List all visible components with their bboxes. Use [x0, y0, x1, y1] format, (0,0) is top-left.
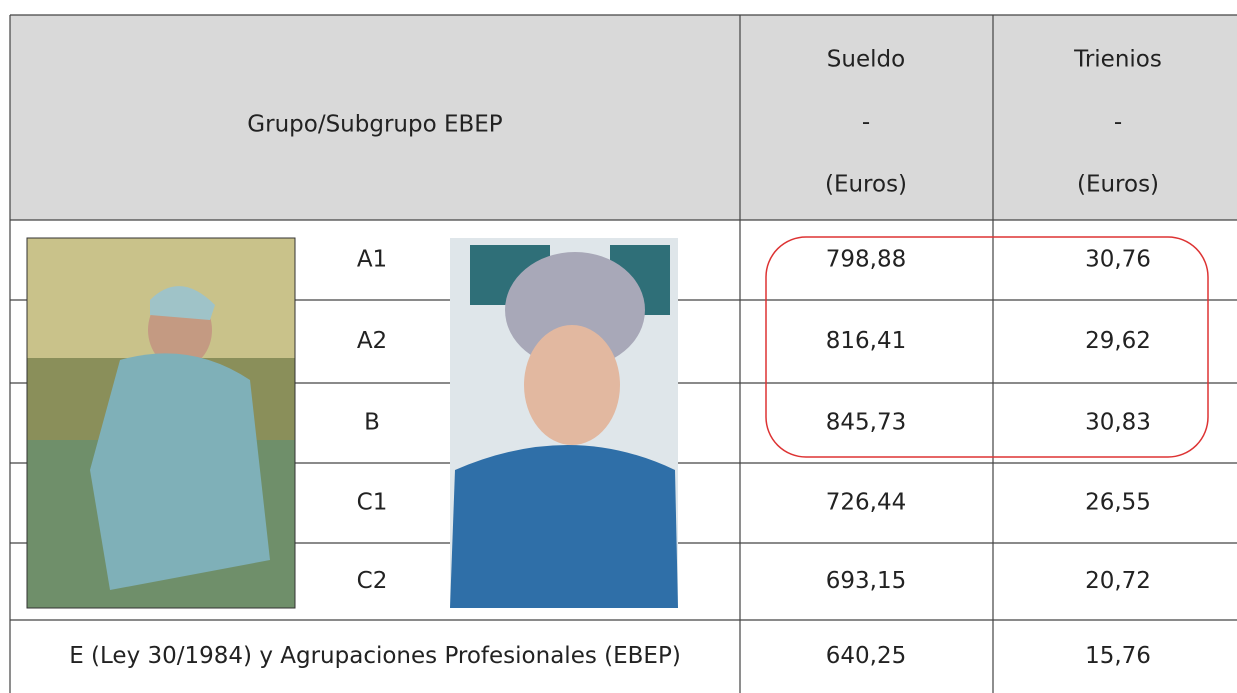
trienios-cell: 15,76 — [1085, 643, 1151, 669]
table: Grupo/Subgrupo EBEP Sueldo - (Euros) Tri… — [0, 0, 1237, 693]
sueldo-cell: 845,73 — [826, 410, 906, 436]
sueldo-cell: 816,41 — [826, 328, 906, 354]
header-bg — [10, 15, 1237, 220]
sueldo-cell: 640,25 — [826, 643, 906, 669]
trienios-cell: 30,76 — [1085, 247, 1151, 273]
trienios-cell: 26,55 — [1085, 490, 1151, 516]
trienios-cell: 29,62 — [1085, 328, 1151, 354]
trienios-cell: 30,83 — [1085, 410, 1151, 436]
row-label: A1 — [357, 247, 387, 273]
page: Grupo/Subgrupo EBEP Sueldo - (Euros) Tri… — [0, 0, 1237, 693]
photo-doctor — [27, 238, 295, 608]
header-trienios: (Euros) — [1077, 172, 1159, 198]
header-trienios: - — [1114, 110, 1122, 136]
trienios-cell: 20,72 — [1085, 568, 1151, 594]
row-label: B — [364, 410, 380, 436]
header-sueldo: Sueldo — [827, 47, 905, 73]
header-sueldo: - — [862, 110, 870, 136]
sueldo-cell: 798,88 — [826, 247, 906, 273]
header-group: Grupo/Subgrupo EBEP — [247, 112, 503, 138]
header-trienios: Trienios — [1073, 47, 1162, 73]
row-label: C1 — [357, 490, 388, 516]
row-label: C2 — [357, 568, 388, 594]
sueldo-cell: 693,15 — [826, 568, 906, 594]
row-label: A2 — [357, 328, 387, 354]
row-label: E (Ley 30/1984) y Agrupaciones Profesion… — [69, 643, 681, 669]
sueldo-cell: 726,44 — [826, 490, 906, 516]
photo-nurse — [450, 238, 678, 608]
header-sueldo: (Euros) — [825, 172, 907, 198]
